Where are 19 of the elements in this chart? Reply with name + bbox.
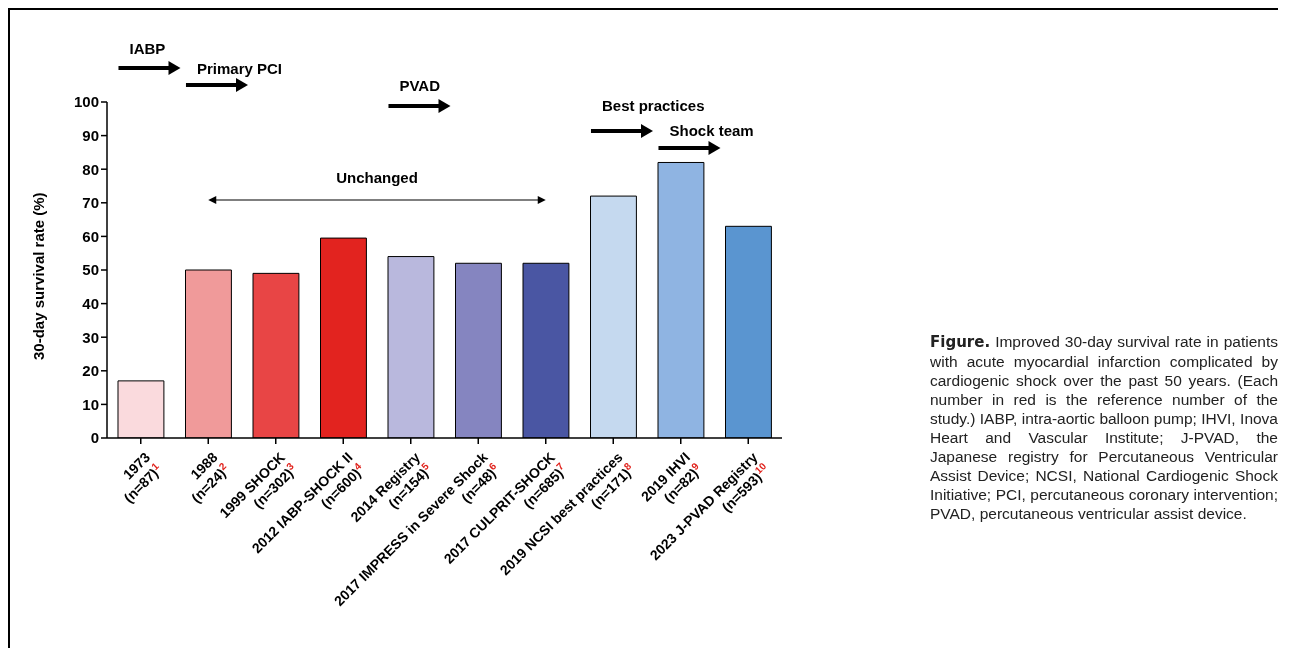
y-tick-label: 100 xyxy=(73,93,99,111)
y-tick-label: 0 xyxy=(90,429,99,447)
y-tick-label: 30 xyxy=(82,328,99,346)
y-tick-label: 70 xyxy=(82,194,99,212)
y-tick-label: 20 xyxy=(82,362,99,380)
text: IABP xyxy=(129,40,166,57)
y-axis-title: 30-day survival rate (%) xyxy=(30,192,48,360)
annotation: Best practices xyxy=(601,97,705,114)
y-tick-label: 50 xyxy=(82,261,99,279)
y-tick-label: 90 xyxy=(82,126,99,144)
y-tick-label: 40 xyxy=(82,294,99,312)
annotation: Shock team xyxy=(669,122,754,139)
text: Figure. Improved 30-day survival rate in patients with acute myocardial infarction complicated by cardiogenic shock over the past 50 years. (Each number in red is the reference number of the study.) IABP, intra-aortic balloon pump; IHVI, Inova Heart and Vascular Institute; J-PVAD, the Japanese registry for Percutaneous Ventricular Assist Device; NCSI, National Cardiogenic Shock Initiative; PCI, percutaneous coronary intervention; PVAD, percutaneous ventricular assist device. xyxy=(930,333,1279,522)
y-tick-label: 80 xyxy=(82,160,99,178)
y-tick-label: 60 xyxy=(82,227,99,245)
text: Primary PCI xyxy=(196,60,283,77)
text: PVAD xyxy=(399,77,441,94)
annotation: Unchanged xyxy=(336,169,418,186)
y-tick-label: 10 xyxy=(82,395,99,413)
